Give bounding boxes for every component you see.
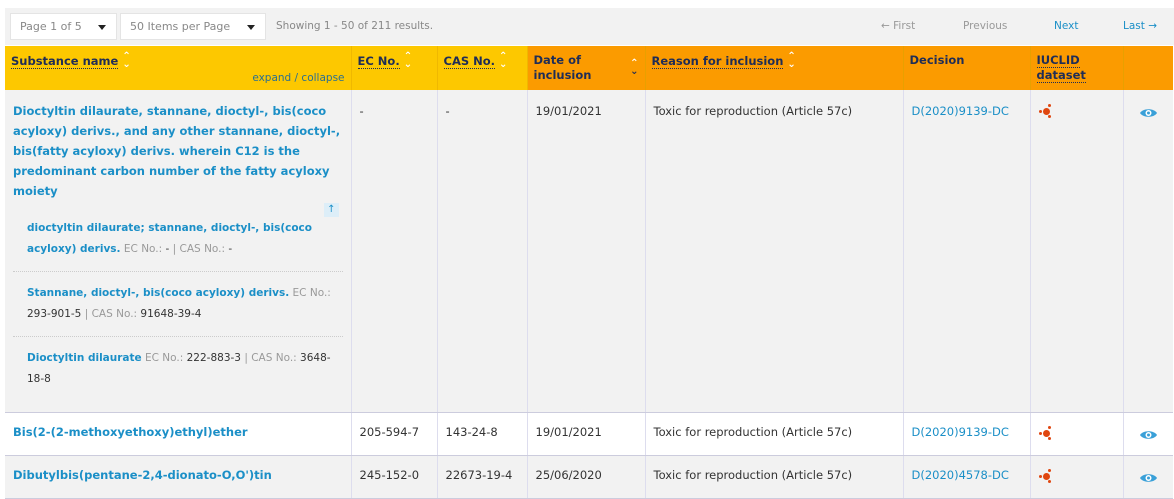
results-count: Showing 1 - 50 of 211 results. [276, 20, 434, 32]
eye-icon[interactable] [1139, 429, 1158, 441]
cas-value: 91648-39-4 [140, 308, 202, 320]
substance-name-link[interactable]: Bis(2-(2-methoxyethoxy)ethyl)ether [13, 425, 248, 439]
header-label: CAS No. [443, 53, 496, 69]
cas-number: 143-24-8 [437, 412, 528, 456]
sub-substance-item: Stannane, dioctyl-, bis(coco acyloxy) de… [13, 272, 343, 337]
sort-arrows-icon[interactable]: ⌃ ⌄ [787, 51, 796, 70]
separator: | [84, 308, 89, 320]
cas-label: CAS No.: [251, 352, 297, 364]
sub-substance-link[interactable]: dioctyltin dilaurate; stannane, dioctyl-… [27, 222, 312, 255]
header-date-of-inclusion[interactable]: Date of inclusion ⌃ ⌄ [527, 46, 646, 90]
ec-value: - [165, 243, 170, 255]
items-select-value: 50 Items per Page [130, 20, 231, 33]
separator: | [244, 352, 248, 364]
decision-link[interactable]: D(2020)9139-DC [911, 104, 1009, 118]
header-label: Decision [909, 53, 965, 67]
table-row: Bis(2-(2-methoxyethoxy)ethyl)ether 205-5… [5, 412, 1173, 456]
reason-for-inclusion: Toxic for reproduction (Article 57c) [645, 90, 904, 413]
decision-link[interactable]: D(2020)4578-DC [911, 468, 1009, 482]
ec-label: EC No.: [145, 352, 184, 364]
header-label: Date of inclusion [533, 53, 592, 82]
separator: | [172, 243, 177, 255]
substance-name-link[interactable]: Dibutylbis(pentane-2,4-dionato-O,O')tin [13, 468, 272, 482]
expand-collapse-link[interactable]: expand / collapse [252, 72, 345, 84]
sort-arrows-icon[interactable]: ⌃ ⌄ [499, 51, 508, 70]
arrow-up-icon[interactable]: ↑ [324, 203, 339, 217]
header-label: Substance name [11, 53, 119, 69]
header-reason[interactable]: Reason for inclusion ⌃ ⌄ [645, 46, 904, 90]
next-link[interactable]: Next [1054, 20, 1079, 32]
previous-link[interactable]: Previous [963, 20, 1008, 32]
sort-arrows-icon[interactable]: ⌃ ⌄ [403, 51, 413, 70]
header-ec-no[interactable]: EC No. ⌃ ⌄ [351, 46, 438, 90]
eye-icon[interactable] [1139, 107, 1158, 119]
last-link[interactable]: Last → [1123, 20, 1158, 32]
sub-substance-item: dioctyltin dilaurate; stannane, dioctyl-… [13, 207, 343, 272]
date-of-inclusion: 19/01/2021 [527, 412, 646, 456]
header-decision: Decision [903, 46, 1031, 90]
sub-substance-link[interactable]: Stannane, dioctyl-, bis(coco acyloxy) de… [27, 287, 290, 299]
page-select[interactable]: Page 1 of 5 [10, 13, 117, 40]
ec-label: EC No.: [123, 243, 163, 255]
pagination-bar: Page 1 of 5 50 Items per Page Showing 1 … [5, 8, 1174, 45]
eye-icon[interactable] [1139, 472, 1158, 484]
substance-name-link[interactable]: Dioctyltin dilaurate, stannane, dioctyl-… [13, 104, 341, 198]
date-of-inclusion: 25/06/2020 [527, 455, 646, 499]
substance-table: Substance name ⌃ ⌄ expand / collapse EC No.… [5, 46, 1173, 499]
date-of-inclusion: 19/01/2021 [527, 90, 646, 413]
ec-value: 293-901-5 [27, 308, 82, 320]
caret-down-icon [247, 25, 255, 30]
iuclid-molecule-icon[interactable] [1038, 425, 1055, 441]
header-substance-name[interactable]: Substance name ⌃ ⌄ expand / collapse [5, 46, 352, 90]
header-cas-no[interactable]: CAS No. ⌃ ⌄ [437, 46, 528, 90]
decision-link[interactable]: D(2020)9139-DC [911, 425, 1009, 439]
header-iuclid: IUCLID dataset [1030, 46, 1124, 90]
ec-value: 222-883-3 [186, 352, 241, 364]
header-label: IUCLID dataset [1036, 53, 1086, 83]
reason-for-inclusion: Toxic for reproduction (Article 57c) [645, 455, 904, 499]
header-label: EC No. [357, 53, 400, 69]
reason-for-inclusion: Toxic for reproduction (Article 57c) [645, 412, 904, 456]
caret-down-icon [98, 25, 106, 30]
sort-arrows-icon[interactable]: ⌃ ⌄ [122, 51, 131, 70]
cas-label: CAS No.: [91, 308, 138, 320]
page-select-value: Page 1 of 5 [20, 20, 82, 33]
iuclid-molecule-icon[interactable] [1038, 468, 1055, 484]
sub-substance-item: Dioctyltin dilaurate EC No.: 222-883-3 |… [13, 337, 343, 401]
cas-value: 3648-18-8 [27, 352, 331, 385]
table-row: Dibutylbis(pentane-2,4-dionato-O,O')tin … [5, 455, 1173, 499]
cas-label: CAS No.: [179, 243, 226, 255]
table-row: Dioctyltin dilaurate, stannane, dioctyl-… [5, 90, 1173, 413]
sub-substance-link[interactable]: Dioctyltin dilaurate [27, 352, 142, 364]
header-actions [1123, 46, 1173, 90]
ec-number: - [351, 90, 438, 413]
items-per-page-select[interactable]: 50 Items per Page [120, 13, 266, 40]
ec-label: EC No.: [292, 287, 331, 299]
sort-desc-icon[interactable]: ⌃ ⌄ [630, 58, 639, 77]
ec-number: 245-152-0 [351, 455, 438, 499]
ec-number: 205-594-7 [351, 412, 438, 456]
first-link[interactable]: ← First [881, 20, 916, 32]
cas-number: 22673-19-4 [437, 455, 528, 499]
cas-number: - [437, 90, 528, 413]
iuclid-molecule-icon[interactable] [1038, 103, 1055, 119]
cas-value: - [228, 243, 233, 255]
header-label: Reason for inclusion [651, 53, 784, 69]
